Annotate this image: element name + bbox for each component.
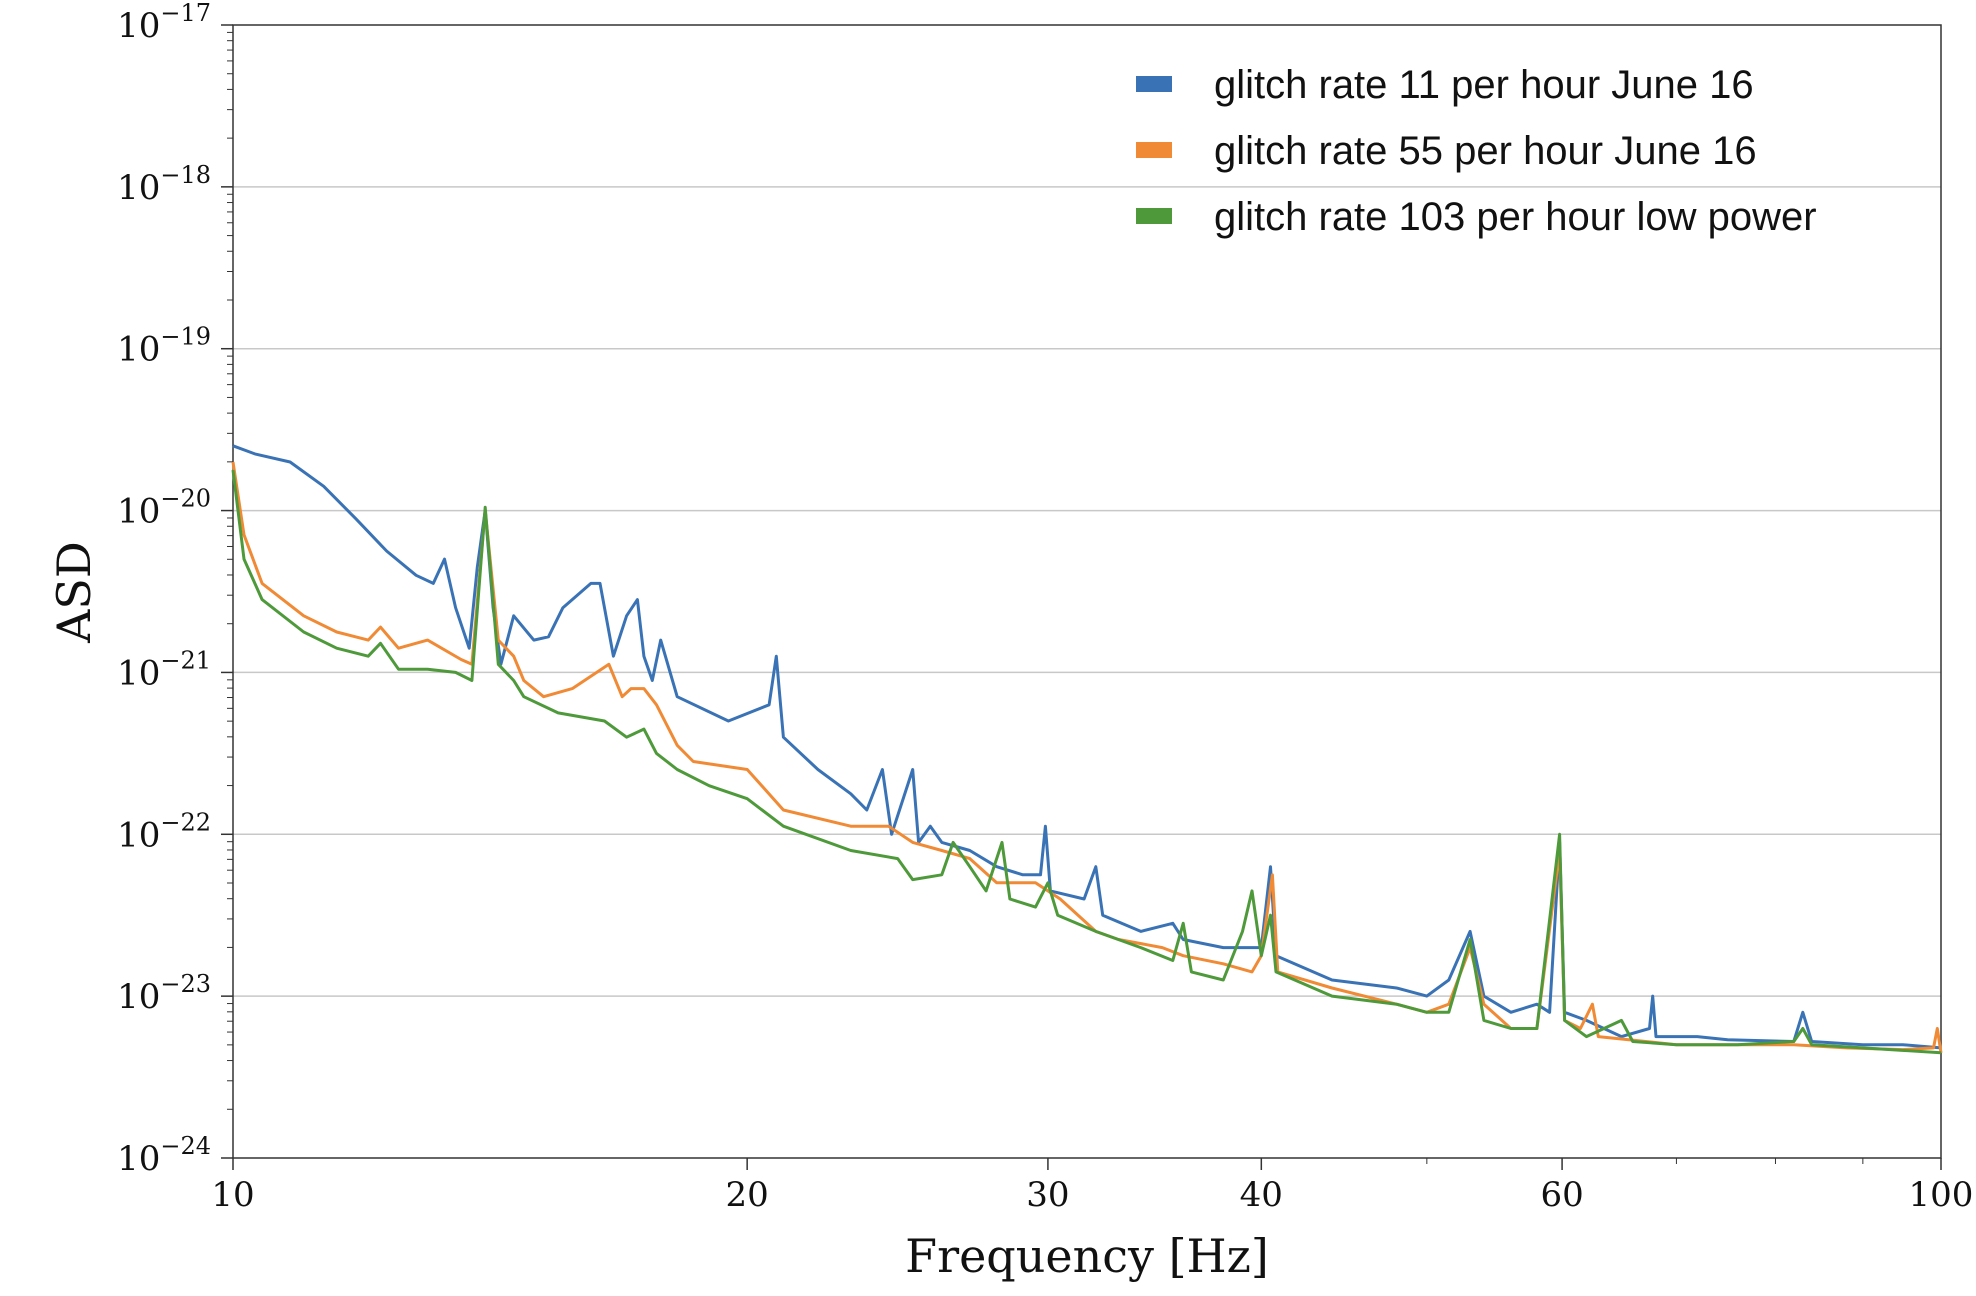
y-tick-label: 10−23: [117, 970, 211, 1017]
x-tick-label: 60: [1540, 1175, 1583, 1215]
legend: glitch rate 11 per hour June 16 glitch ra…: [1136, 63, 1817, 239]
y-tick-label: 10−22: [117, 808, 211, 855]
x-tick-label: 20: [726, 1175, 769, 1215]
x-axis-label: Frequency [Hz]: [905, 1229, 1269, 1283]
grid-lines: [233, 186, 1941, 997]
y-axis-label: ASD: [47, 541, 101, 644]
series-line-3: [231, 469, 1942, 1055]
tick-labels: 10−17 10−18 10−19 10−20 10−21 10−22 10−23 10−24…: [117, 0, 1973, 1215]
y-tick-label: 10−18: [117, 161, 211, 208]
legend-label-3: glitch rate 103 per hour low power: [1214, 195, 1817, 239]
y-tick-label: 10−17: [117, 0, 211, 46]
x-tick-label: 100: [1909, 1175, 1974, 1215]
y-tick-label: 10−19: [117, 323, 211, 370]
legend-label-1: glitch rate 11 per hour June 16: [1214, 63, 1754, 107]
series-layer: [231, 444, 1943, 1055]
y-tick-label: 10−24: [117, 1132, 211, 1179]
legend-label-2: glitch rate 55 per hour June 16: [1214, 129, 1757, 173]
legend-swatch-1: [1136, 76, 1172, 92]
y-tick-label: 10−20: [117, 485, 211, 532]
x-tick-label: 40: [1240, 1175, 1283, 1215]
legend-swatch-3: [1136, 208, 1172, 224]
plot-frame: [232, 24, 1942, 1159]
x-tick-label: 30: [1026, 1175, 1069, 1215]
legend-swatch-2: [1136, 142, 1172, 158]
x-tick-label: 10: [211, 1175, 254, 1215]
minor-ticks: [221, 24, 1942, 1170]
y-tick-label: 10−21: [117, 646, 211, 693]
